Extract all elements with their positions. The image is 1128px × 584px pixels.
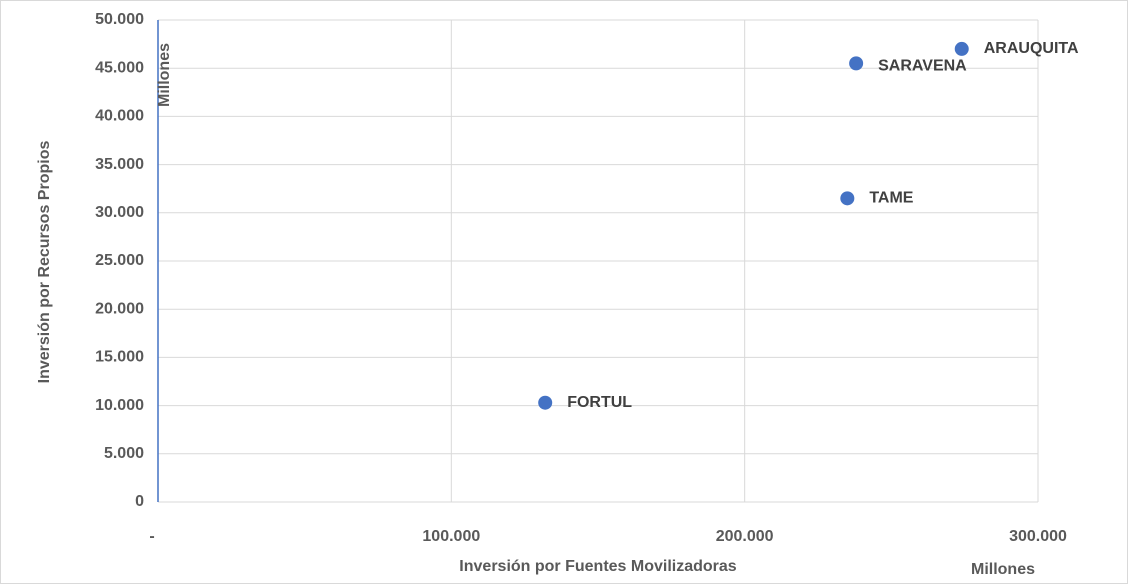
- y-tick-label: 15.000: [95, 349, 144, 366]
- x-tick-label: -: [149, 528, 154, 545]
- y-tick-label: 25.000: [95, 252, 144, 269]
- point: [538, 395, 553, 410]
- x-axis-unit: Millones: [971, 561, 1035, 578]
- x-tick-label: 300.000: [1009, 528, 1067, 545]
- x-tick-label: 200.000: [716, 528, 774, 545]
- y-axis-title: Inversión por Recursos Propios: [36, 141, 53, 384]
- x-axis-title: Inversión por Fuentes Movilizadoras: [459, 558, 736, 575]
- y-tick-label: 10.000: [95, 397, 144, 414]
- point: [849, 56, 864, 71]
- y-tick-label: 20.000: [95, 300, 144, 317]
- point-label: FORTUL: [567, 394, 632, 411]
- point: [954, 41, 969, 56]
- y-axis-unit: Millones: [156, 43, 173, 107]
- point: [840, 191, 855, 206]
- point-label: ARAUQUITA: [984, 40, 1079, 57]
- point-label: TAME: [869, 190, 913, 207]
- y-tick-label: 30.000: [95, 204, 144, 221]
- y-tick-label: 40.000: [95, 108, 144, 125]
- y-tick-label: 50.000: [95, 11, 144, 28]
- point-label: SARAVENA: [878, 58, 967, 75]
- y-tick-label: 35.000: [95, 156, 144, 173]
- y-tick-label: 5.000: [104, 445, 144, 462]
- y-tick-label: 0: [135, 493, 144, 510]
- y-tick-label: 45.000: [95, 59, 144, 76]
- x-tick-label: 100.000: [422, 528, 480, 545]
